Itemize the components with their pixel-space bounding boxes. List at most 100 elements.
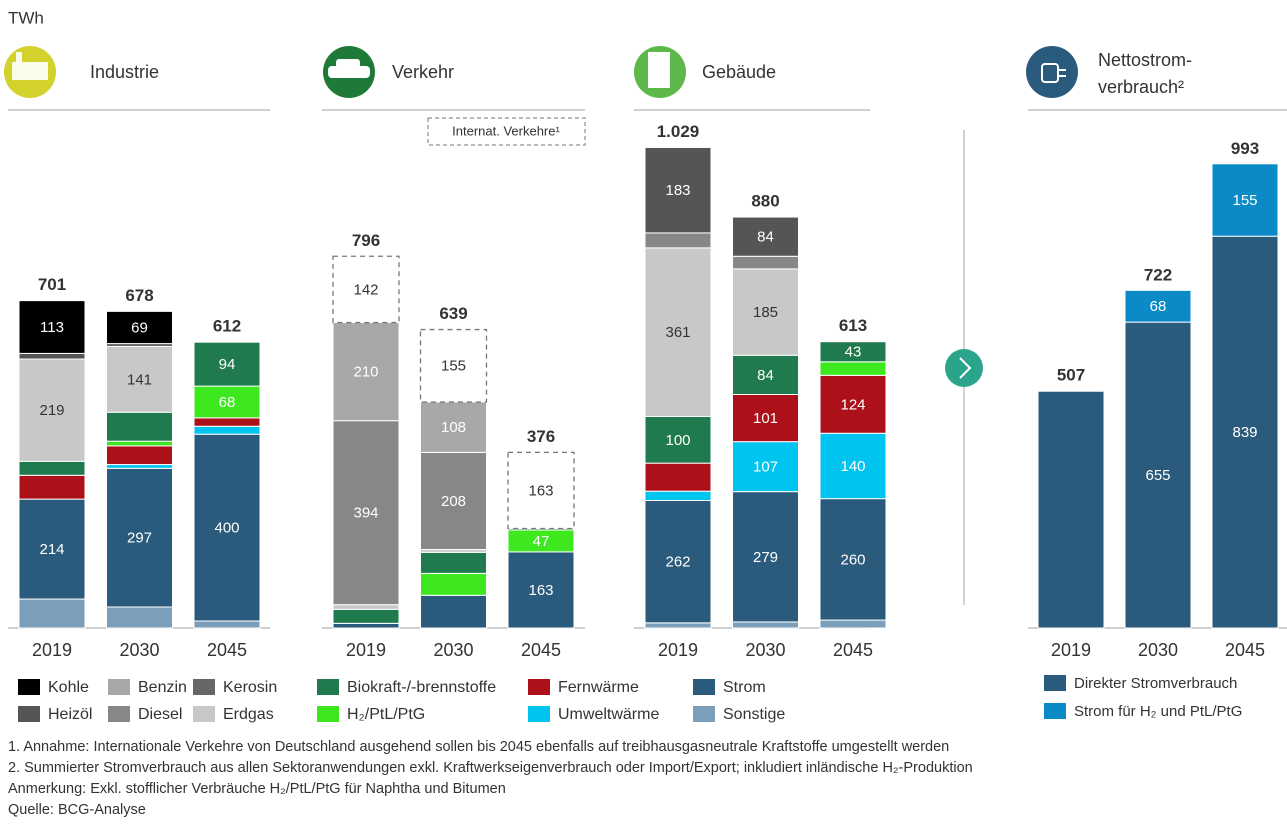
total-label: 507 (1057, 366, 1085, 385)
legend-label: Direkter Stromverbrauch (1074, 675, 1237, 692)
value-label: 185 (753, 304, 778, 321)
bar-segment (18, 300, 86, 354)
bar-segment (819, 374, 887, 434)
legend-label: Kohle (48, 679, 89, 696)
value-label: 214 (39, 541, 64, 558)
panel-title: verbrauch² (1098, 77, 1184, 97)
total-label: 639 (439, 304, 467, 323)
legend-label: Biokraft-/-brennstoffe (347, 679, 496, 696)
value-label: 394 (353, 505, 378, 522)
bar-segment (18, 352, 86, 360)
bar-segment (106, 606, 173, 629)
bar-segment (644, 490, 712, 502)
value-label: 101 (753, 410, 778, 427)
value-label: 183 (665, 182, 690, 199)
value-label: 108 (441, 419, 466, 436)
bar-segment (420, 401, 487, 453)
icon-industrie (4, 46, 56, 98)
bar-segment (644, 247, 712, 417)
bar-segment (819, 619, 887, 629)
value-label: 68 (1150, 298, 1167, 315)
legend-swatch (193, 679, 215, 695)
value-label: 141 (127, 371, 152, 388)
value-label: 400 (214, 520, 239, 537)
legend-swatch (18, 706, 40, 722)
bar-segment (819, 432, 887, 500)
x-tick-label: 2019 (1051, 640, 1091, 660)
bar-segment (1211, 163, 1279, 237)
unit-label: TWh (8, 8, 44, 27)
bar-segment (332, 420, 400, 606)
value-label: 43 (845, 344, 862, 361)
icon-verkehr (323, 46, 375, 98)
value-label: 279 (753, 549, 778, 566)
bar-segment (819, 341, 887, 363)
legend-box (427, 117, 586, 146)
bar-segment (644, 146, 712, 234)
value-label: 361 (665, 324, 690, 341)
bar-segment (106, 345, 173, 413)
legend-label: Strom für H₂ und PtL/PtG (1074, 703, 1242, 720)
x-tick-label: 2045 (833, 640, 873, 660)
value-label: 107 (753, 459, 778, 476)
bar-segment (332, 322, 400, 422)
panel-title: Nettostrom- (1098, 50, 1192, 70)
bar-segment (644, 500, 712, 624)
total-label: 796 (352, 231, 380, 250)
bar-segment (732, 491, 799, 623)
bar-segment (732, 216, 799, 257)
icon-gebaeude (634, 46, 686, 98)
footnote: Quelle: BCG-Analyse (8, 802, 146, 818)
bar-segment (732, 268, 799, 356)
legend-swatch (693, 679, 715, 695)
total-label: 613 (839, 316, 867, 335)
x-tick-label: 2019 (346, 640, 386, 660)
legend-label: Kerosin (223, 679, 277, 696)
bar-segment (420, 451, 487, 551)
bar-segment (18, 358, 86, 462)
bar-segment (420, 594, 487, 629)
total-label: 993 (1231, 139, 1259, 158)
legend-swatch (193, 706, 215, 722)
x-tick-label: 2030 (745, 640, 785, 660)
value-label: 113 (40, 319, 64, 336)
bar-segment (644, 415, 712, 464)
legend-swatch (317, 679, 339, 695)
legend-label: Erdgas (223, 706, 274, 723)
legend-swatch (528, 679, 550, 695)
total-label: 678 (125, 286, 153, 305)
value-label: 155 (1232, 192, 1257, 209)
x-tick-label: 2045 (1225, 640, 1265, 660)
bar-segment (419, 328, 488, 403)
footnote: 1. Annahme: Internationale Verkehre von … (8, 739, 949, 755)
bar-segment (106, 411, 173, 442)
legend-swatch (108, 706, 130, 722)
bar-segment (732, 441, 799, 493)
legend-swatch (693, 706, 715, 722)
legend-label: Umweltwärme (558, 706, 659, 723)
bar-segment (1124, 289, 1192, 323)
value-label: 219 (39, 402, 64, 419)
x-tick-label: 2019 (32, 640, 72, 660)
legend-label: Heizöl (48, 706, 92, 723)
bar-segment (193, 385, 261, 419)
bar-segment (106, 445, 173, 466)
value-label: 839 (1232, 424, 1257, 441)
value-label: 140 (840, 458, 865, 475)
x-tick-label: 2019 (658, 640, 698, 660)
legend-label: Strom (723, 679, 766, 696)
bar-segment (1211, 235, 1279, 629)
value-label: 210 (353, 364, 378, 381)
legend-label: Benzin (138, 679, 187, 696)
bar-segment (819, 361, 887, 376)
bar-segment (732, 394, 799, 443)
bar-segment (332, 255, 400, 324)
total-label: 1.029 (657, 122, 700, 141)
bar-segment (193, 341, 261, 387)
bar-segment (193, 620, 261, 629)
value-label: 94 (219, 356, 236, 373)
value-label: 142 (353, 281, 378, 298)
value-label: 260 (840, 551, 865, 568)
value-label: 124 (840, 396, 865, 413)
value-label: 163 (528, 482, 553, 499)
